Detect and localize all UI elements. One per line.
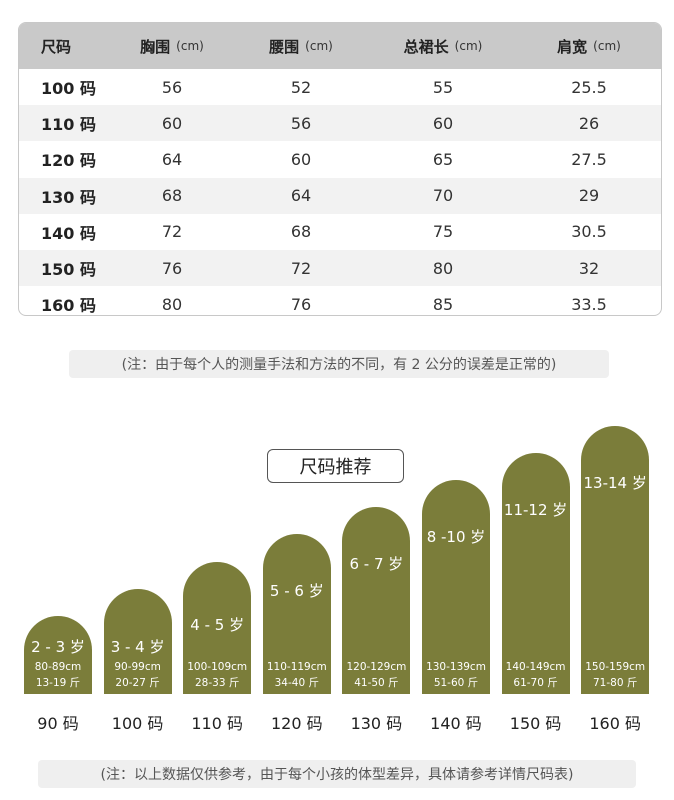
weight-range-label: 41-50 斤 — [354, 676, 399, 689]
chest-cell: 56 — [161, 77, 183, 97]
length-cell: 55 — [432, 77, 454, 97]
chest-cell: 72 — [161, 222, 183, 242]
table-row: 110 码 60 56 60 26 — [19, 105, 661, 142]
size-cell: 160 码 — [41, 296, 96, 316]
size-label: 100 码 — [111, 714, 164, 733]
age-bar: 5 - 6 岁 110-119cm 34-40 斤 — [262, 534, 331, 694]
size-cell: 100 码 — [41, 79, 96, 99]
table-header-row: 尺码 胸围 (cm) 腰围 (cm) 总裙长 (cm) 肩宽 (cm) — [19, 23, 661, 69]
age-range-label: 8 -10 岁 — [426, 528, 486, 546]
age-range-label: 2 - 3 岁 — [31, 638, 85, 656]
weight-range-label: 13-19 斤 — [35, 677, 81, 689]
table-row: 140 码 72 68 75 30.5 — [19, 214, 661, 250]
weight-range-label: 20-27 斤 — [115, 676, 160, 689]
height-range-label: 120-129cm — [346, 660, 407, 673]
size-cell: 110 码 — [41, 115, 96, 135]
weight-range-label: 61-70 斤 — [513, 676, 558, 689]
size-label: 90 码 — [37, 714, 79, 733]
size-cell: 120 码 — [41, 151, 96, 171]
waist-cell: 68 — [290, 222, 312, 242]
header-waist: 腰围 (cm) — [269, 37, 333, 56]
size-recommend-title: 尺码推荐 — [267, 449, 404, 483]
size-label: 110 码 — [191, 714, 243, 733]
header-size: 尺码 — [41, 37, 72, 56]
size-label: 130 码 — [350, 714, 403, 733]
chest-cell: 60 — [161, 113, 183, 133]
shoulder-cell: 29 — [578, 186, 600, 206]
age-range-label: 5 - 6 岁 — [269, 582, 324, 601]
size-label: 150 码 — [509, 714, 562, 733]
age-bar: 2 - 3 岁 80-89cm 13-19 斤 — [24, 616, 92, 694]
height-range-label: 80-89cm — [34, 661, 82, 673]
age-bar: 6 - 7 岁 120-129cm 41-50 斤 — [342, 507, 411, 694]
waist-cell: 76 — [290, 294, 312, 314]
shoulder-cell: 27.5 — [571, 149, 607, 169]
age-bar: 4 - 5 岁 100-109cm 28-33 斤 — [183, 561, 252, 694]
header-shoulder: 肩宽 (cm) — [557, 37, 621, 56]
size-label: 120 码 — [270, 714, 323, 733]
waist-cell: 52 — [290, 77, 312, 97]
age-bar: 8 -10 岁 130-139cm 51-60 斤 — [422, 480, 490, 694]
size-label: 160 码 — [589, 714, 641, 733]
table-row: 150 码 76 72 80 32 — [19, 250, 661, 287]
length-cell: 70 — [432, 186, 454, 206]
height-range-label: 90-99cm — [114, 660, 161, 673]
header-chest: 胸围 (cm) — [140, 37, 204, 56]
shoulder-cell: 30.5 — [571, 222, 607, 242]
age-range-label: 4 - 5 岁 — [190, 615, 245, 634]
waist-cell: 56 — [290, 113, 312, 133]
age-range-label: 6 - 7 岁 — [349, 555, 404, 574]
age-range-label: 3 - 4 岁 — [110, 637, 165, 656]
length-cell: 85 — [432, 294, 454, 314]
age-bar: 13-14 岁 150-159cm 71-80 斤 — [581, 425, 650, 694]
waist-cell: 72 — [290, 258, 312, 278]
size-label: 140 码 — [430, 714, 482, 733]
reference-note: (注：以上数据仅供参考，由于每个小孩的体型差异，具体请参考详情尺码表) — [38, 760, 636, 788]
height-range-label: 150-159cm — [585, 660, 646, 673]
size-cell: 140 码 — [41, 223, 96, 243]
chest-cell: 68 — [161, 186, 183, 206]
weight-range-label: 51-60 斤 — [433, 677, 479, 689]
height-range-label: 140-149cm — [505, 660, 566, 673]
measurement-note: (注：由于每个人的测量手法和方法的不同，有 2 公分的误差是正常的) — [69, 350, 609, 378]
height-range-label: 130-139cm — [426, 661, 486, 673]
header-skirt-length: 总裙长 (cm) — [403, 37, 483, 56]
chest-cell: 64 — [161, 149, 183, 169]
age-bar: 11-12 岁 140-149cm 61-70 斤 — [501, 452, 570, 694]
size-cell: 150 码 — [41, 260, 96, 280]
weight-range-label: 34-40 斤 — [274, 676, 319, 689]
weight-range-label: 28-33 斤 — [195, 676, 240, 689]
table-row: 100 码 56 52 55 25.5 — [19, 69, 661, 105]
size-cell: 130 码 — [41, 187, 96, 207]
length-cell: 65 — [432, 149, 454, 169]
length-cell: 60 — [432, 113, 454, 133]
height-range-label: 100-109cm — [187, 660, 248, 673]
shoulder-cell: 25.5 — [571, 77, 607, 97]
chest-cell: 76 — [161, 258, 183, 278]
length-cell: 80 — [432, 258, 454, 278]
length-cell: 75 — [432, 222, 454, 242]
age-bar: 3 - 4 岁 90-99cm 20-27 斤 — [103, 588, 172, 694]
size-chart-table: 尺码 胸围 (cm) 腰围 (cm) 总裙长 (cm) 肩宽 (cm) 100 码 56… — [18, 22, 662, 316]
table-row: 160 码 80 76 85 33.5 — [19, 286, 661, 316]
table-row: 130 码 68 64 70 29 — [19, 177, 661, 214]
shoulder-cell: 33.5 — [571, 294, 607, 314]
age-range-label: 13-14 岁 — [583, 473, 647, 492]
age-range-label: 11-12 岁 — [503, 500, 568, 519]
weight-range-label: 71-80 斤 — [593, 676, 638, 689]
waist-cell: 60 — [290, 149, 312, 169]
waist-cell: 64 — [290, 186, 312, 206]
shoulder-cell: 26 — [578, 113, 600, 133]
chest-cell: 80 — [161, 294, 183, 314]
shoulder-cell: 32 — [578, 258, 600, 278]
table-row: 120 码 64 60 65 27.5 — [19, 141, 661, 177]
height-range-label: 110-119cm — [266, 660, 327, 673]
